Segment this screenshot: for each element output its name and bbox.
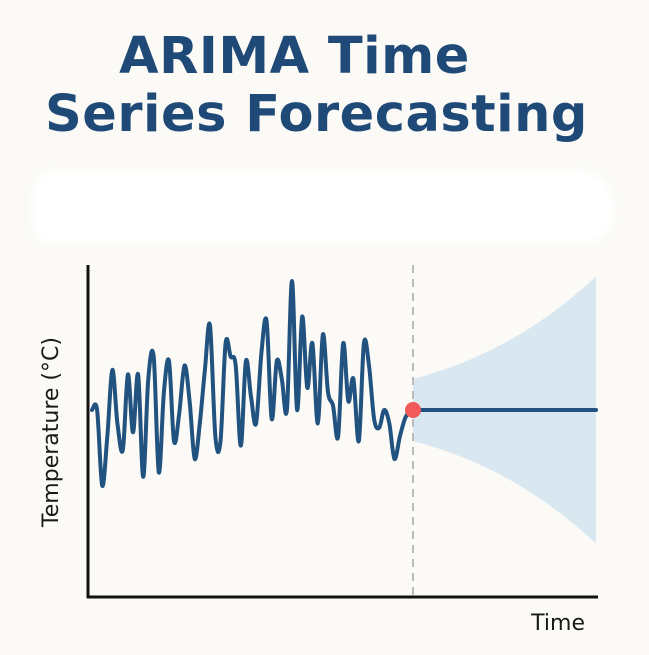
- whiteout-smudge: [40, 178, 606, 236]
- title-line-2: Series Forecasting: [45, 85, 588, 144]
- y-axis-label: Temperature (°C): [39, 337, 64, 528]
- forecast-start-marker: [405, 402, 421, 418]
- x-axis-label: Time: [530, 611, 585, 636]
- title-line-1: ARIMA Time: [119, 27, 470, 86]
- chart-title: ARIMA Time Series Forecasting: [0, 28, 649, 144]
- observed-series-line: [90, 279, 412, 488]
